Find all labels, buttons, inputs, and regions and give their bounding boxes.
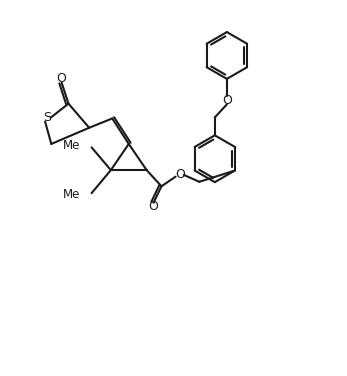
Text: O: O	[222, 94, 232, 107]
Text: Me: Me	[63, 139, 81, 152]
Text: S: S	[43, 111, 51, 124]
Text: O: O	[149, 200, 159, 214]
Text: O: O	[57, 72, 67, 85]
Text: Me: Me	[63, 188, 81, 202]
Text: O: O	[175, 168, 185, 181]
